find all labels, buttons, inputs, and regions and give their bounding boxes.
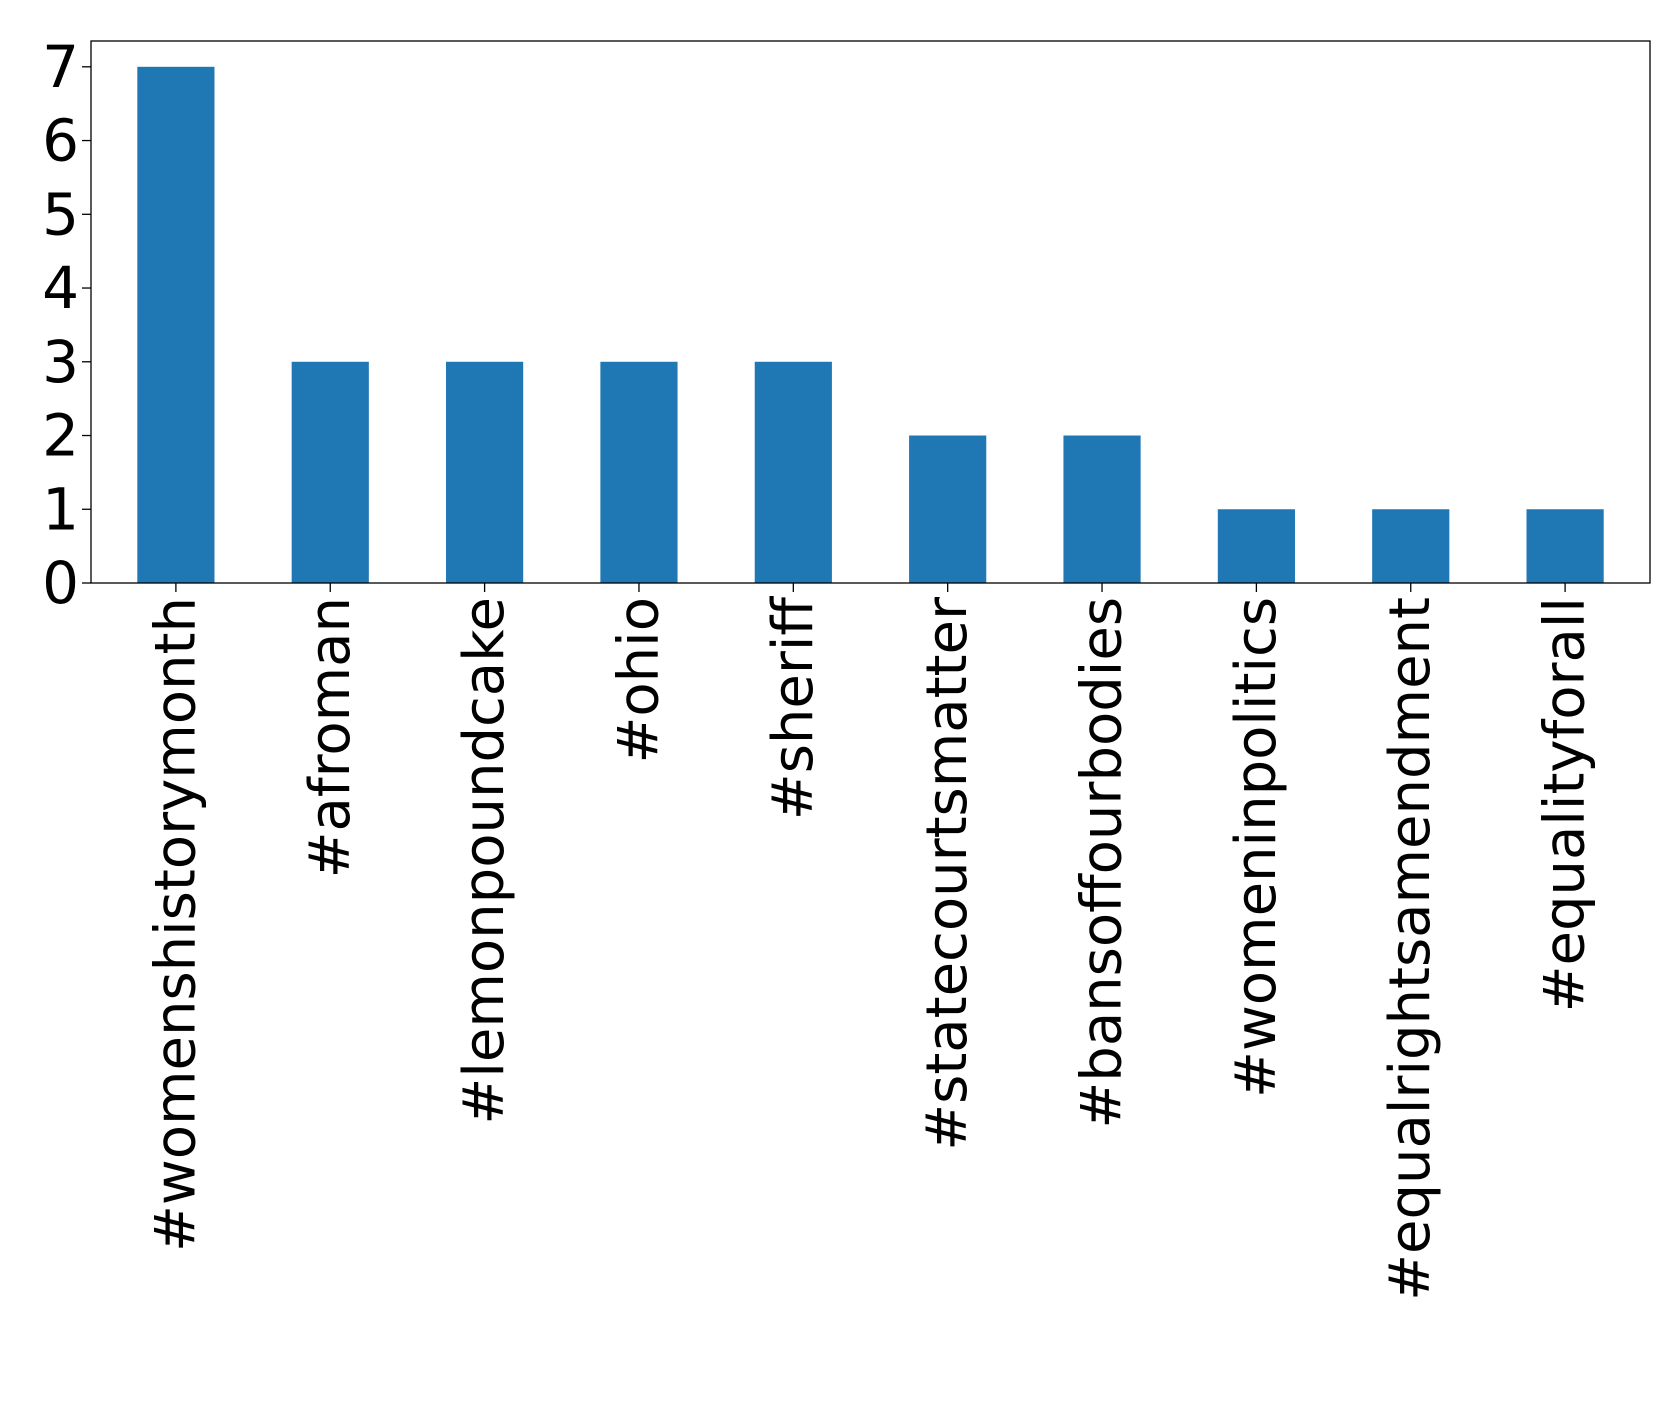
bar-6 xyxy=(1063,435,1141,583)
x-tick-label-6: #bansoffourbodies xyxy=(1070,597,1135,1129)
bar-9 xyxy=(1526,509,1604,583)
x-tick-label-5: #statecourtsmatter xyxy=(915,596,980,1151)
bars-group xyxy=(137,66,1604,584)
y-tick-label-5: 5 xyxy=(42,180,79,248)
bar-5 xyxy=(909,435,987,583)
x-tick-label-7: #womeninpolitics xyxy=(1224,597,1289,1098)
plot-frame xyxy=(90,40,1651,584)
bar-2 xyxy=(446,361,524,583)
bar-7 xyxy=(1217,509,1295,583)
bar-4 xyxy=(754,361,832,583)
bar-0 xyxy=(137,66,215,584)
y-tick-label-7: 7 xyxy=(42,33,79,101)
x-tick-label-0: #womenshistorymonth xyxy=(143,597,208,1252)
x-tick-label-2: #lemonpoundcake xyxy=(452,597,517,1125)
bar-1 xyxy=(291,361,369,583)
y-tick-label-3: 3 xyxy=(42,328,79,396)
y-tick-label-6: 6 xyxy=(42,107,79,175)
y-tick-label-4: 4 xyxy=(42,254,79,322)
y-tick-label-1: 1 xyxy=(42,475,79,543)
x-tick-label-1: #afroman xyxy=(298,597,363,878)
x-tick-label-9: #equalityforall xyxy=(1533,597,1598,1012)
bar-3 xyxy=(600,361,678,583)
y-tick-label-0: 0 xyxy=(42,549,79,617)
y-tick-label-2: 2 xyxy=(42,402,79,470)
x-tick-label-8: #equalrightsamendment xyxy=(1378,597,1443,1301)
bar-8 xyxy=(1372,509,1450,583)
x-tick-label-3: #ohio xyxy=(606,597,671,764)
x-axis: #womenshistorymonth #afroman #lemonpoundca… xyxy=(143,583,1598,1301)
x-tick-label-4: #sheriff xyxy=(761,596,826,821)
